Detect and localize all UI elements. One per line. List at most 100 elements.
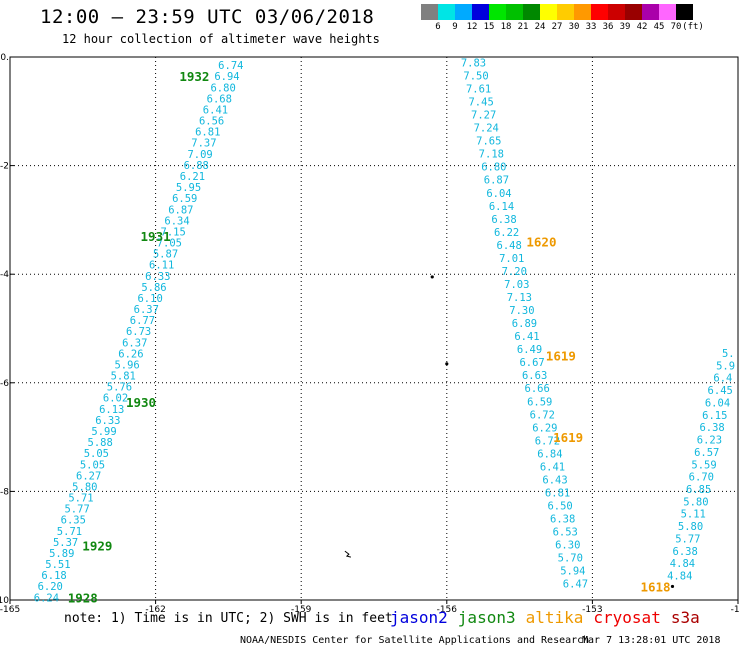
pass-number-label: 1930: [126, 395, 156, 410]
legend-label: 9: [452, 22, 458, 32]
wave-height-value: 4.84: [670, 558, 695, 570]
wave-height-value: 6.50: [547, 501, 572, 513]
wave-height-value: 6.20: [38, 581, 63, 593]
wave-height-value: 6.34: [164, 215, 189, 227]
wave-height-value: 5.76: [107, 382, 132, 394]
wave-height-value: 6.21: [180, 171, 205, 183]
wave-height-value: 6.45: [708, 385, 733, 397]
wave-height-value: 6.4: [713, 373, 732, 385]
legend-swatch: [591, 4, 608, 20]
wave-height-value: 7.30: [509, 305, 534, 317]
color-legend: 6 9 12 15 18 21 24 27 30 33 36 39 42 45 70 (ft): [421, 4, 704, 32]
wave-height-value: 7.37: [191, 138, 216, 150]
wave-height-value: 5.99: [91, 426, 116, 438]
wave-height-value: 5.89: [49, 548, 74, 560]
legend-swatch: [489, 4, 506, 20]
wave-height-value: 7.61: [466, 83, 491, 95]
legend-swatch: [608, 4, 625, 20]
wave-height-value: 6.49: [517, 344, 542, 356]
wave-height-value: 6.10: [137, 293, 162, 305]
map-frame: [9, 56, 739, 601]
wave-height-value: 7.65: [476, 136, 501, 148]
wave-height-value: 7.13: [507, 292, 532, 304]
legend-swatch: [676, 4, 693, 20]
wave-height-value: 5.80: [678, 521, 703, 533]
wave-height-value: 6.72: [535, 435, 560, 447]
wave-height-value: 6.47: [563, 579, 588, 591]
wave-height-value: 6.11: [149, 260, 174, 272]
pass-number-label: 1931: [141, 229, 171, 244]
wave-height-value: 5.: [722, 348, 735, 360]
y-tick-label: -6: [0, 379, 9, 389]
wave-height-value: 7.03: [504, 279, 529, 291]
legend-swatch: [625, 4, 642, 20]
wave-height-value: 6.80: [481, 162, 506, 174]
wave-height-value: 6.13: [99, 404, 124, 416]
wave-height-value: 7.24: [474, 123, 499, 135]
legend-label: 27: [551, 22, 563, 32]
legend-swatch: [642, 4, 659, 20]
legend-label: 6: [435, 22, 441, 32]
legend-swatch: [659, 4, 676, 20]
legend-labels: 6 9 12 15 18 21 24 27 30 33 36 39 42 45 70 (ft): [421, 20, 704, 32]
x-tick-label: -162: [145, 605, 165, 615]
wave-height-value: 6.41: [514, 331, 539, 343]
legend-label: 36: [602, 22, 614, 32]
legend-label: 70: [670, 22, 682, 32]
legend-label: 12: [466, 22, 478, 32]
credit-text: NOAA/NESDIS Center for Satellite Applica…: [240, 635, 590, 646]
wave-height-value: 6.38: [673, 546, 698, 558]
legend-label: 24: [534, 22, 546, 32]
wave-height-value: 6.29: [532, 422, 557, 434]
wave-height-value: 6.48: [497, 240, 522, 252]
legend-swatch: [540, 4, 557, 20]
wave-height-value: 6.87: [484, 175, 509, 187]
pass-number-label: 1618: [640, 579, 670, 594]
wave-height-value: 5.81: [111, 371, 136, 383]
legend-swatch: [574, 4, 591, 20]
wave-height-value: 5.87: [153, 249, 178, 261]
wave-height-value: 6.74: [218, 60, 243, 72]
wave-height-value: 6.85: [686, 484, 711, 496]
wave-height-value: 6.38: [699, 422, 724, 434]
legend-label: 45: [653, 22, 665, 32]
wave-height-value: 5.71: [57, 526, 82, 538]
wave-height-value: 5.51: [45, 559, 70, 571]
wave-height-value: 6.57: [694, 447, 719, 459]
wave-height-value: 5.05: [84, 448, 109, 460]
wave-height-value: 5.86: [141, 282, 166, 294]
pass-number-label: 1619: [553, 430, 583, 445]
x-tick-label: -165: [0, 605, 20, 615]
wave-height-value: 6.41: [540, 461, 565, 473]
x-tick-label: -159: [291, 605, 312, 615]
wave-height-value: 5.96: [114, 359, 139, 371]
wave-height-value: 7.50: [463, 70, 488, 82]
pass-number-label: 1928: [68, 590, 98, 605]
island-marker: [670, 584, 675, 589]
wave-height-value: 6.72: [530, 409, 555, 421]
wave-height-value: 6.33: [95, 415, 120, 427]
wave-height-value: 5.77: [64, 504, 89, 516]
wave-height-value: 6.63: [522, 370, 547, 382]
wave-height-value: 6.37: [134, 304, 159, 316]
wave-height-value: 6.26: [118, 348, 143, 360]
wave-height-value: 6.41: [203, 104, 228, 116]
wave-height-value: 5.95: [176, 182, 201, 194]
wave-height-value: 6.53: [553, 527, 578, 539]
y-tick-label: -10: [0, 596, 9, 606]
wave-height-value: 6.18: [41, 570, 66, 582]
wave-height-value: 5.59: [691, 459, 716, 471]
generated-timestamp: Mar 7 13:28:01 UTC 2018: [582, 635, 721, 646]
x-tick-label: -156: [437, 605, 458, 615]
legend-label: 21: [517, 22, 529, 32]
satellite-legend-altika: altika: [525, 608, 584, 627]
wave-height-value: 6.73: [126, 326, 151, 338]
pass-number-label: 1932: [179, 69, 209, 84]
wave-height-value: 6.43: [542, 474, 567, 486]
page-title: 12:00 – 23:59 UTC 03/06/2018: [40, 6, 375, 28]
wave-height-value: 5.94: [560, 566, 585, 578]
wave-height-value: 5.88: [88, 437, 113, 449]
legend-label: 30: [568, 22, 580, 32]
pass-number-label: 1620: [526, 235, 556, 250]
